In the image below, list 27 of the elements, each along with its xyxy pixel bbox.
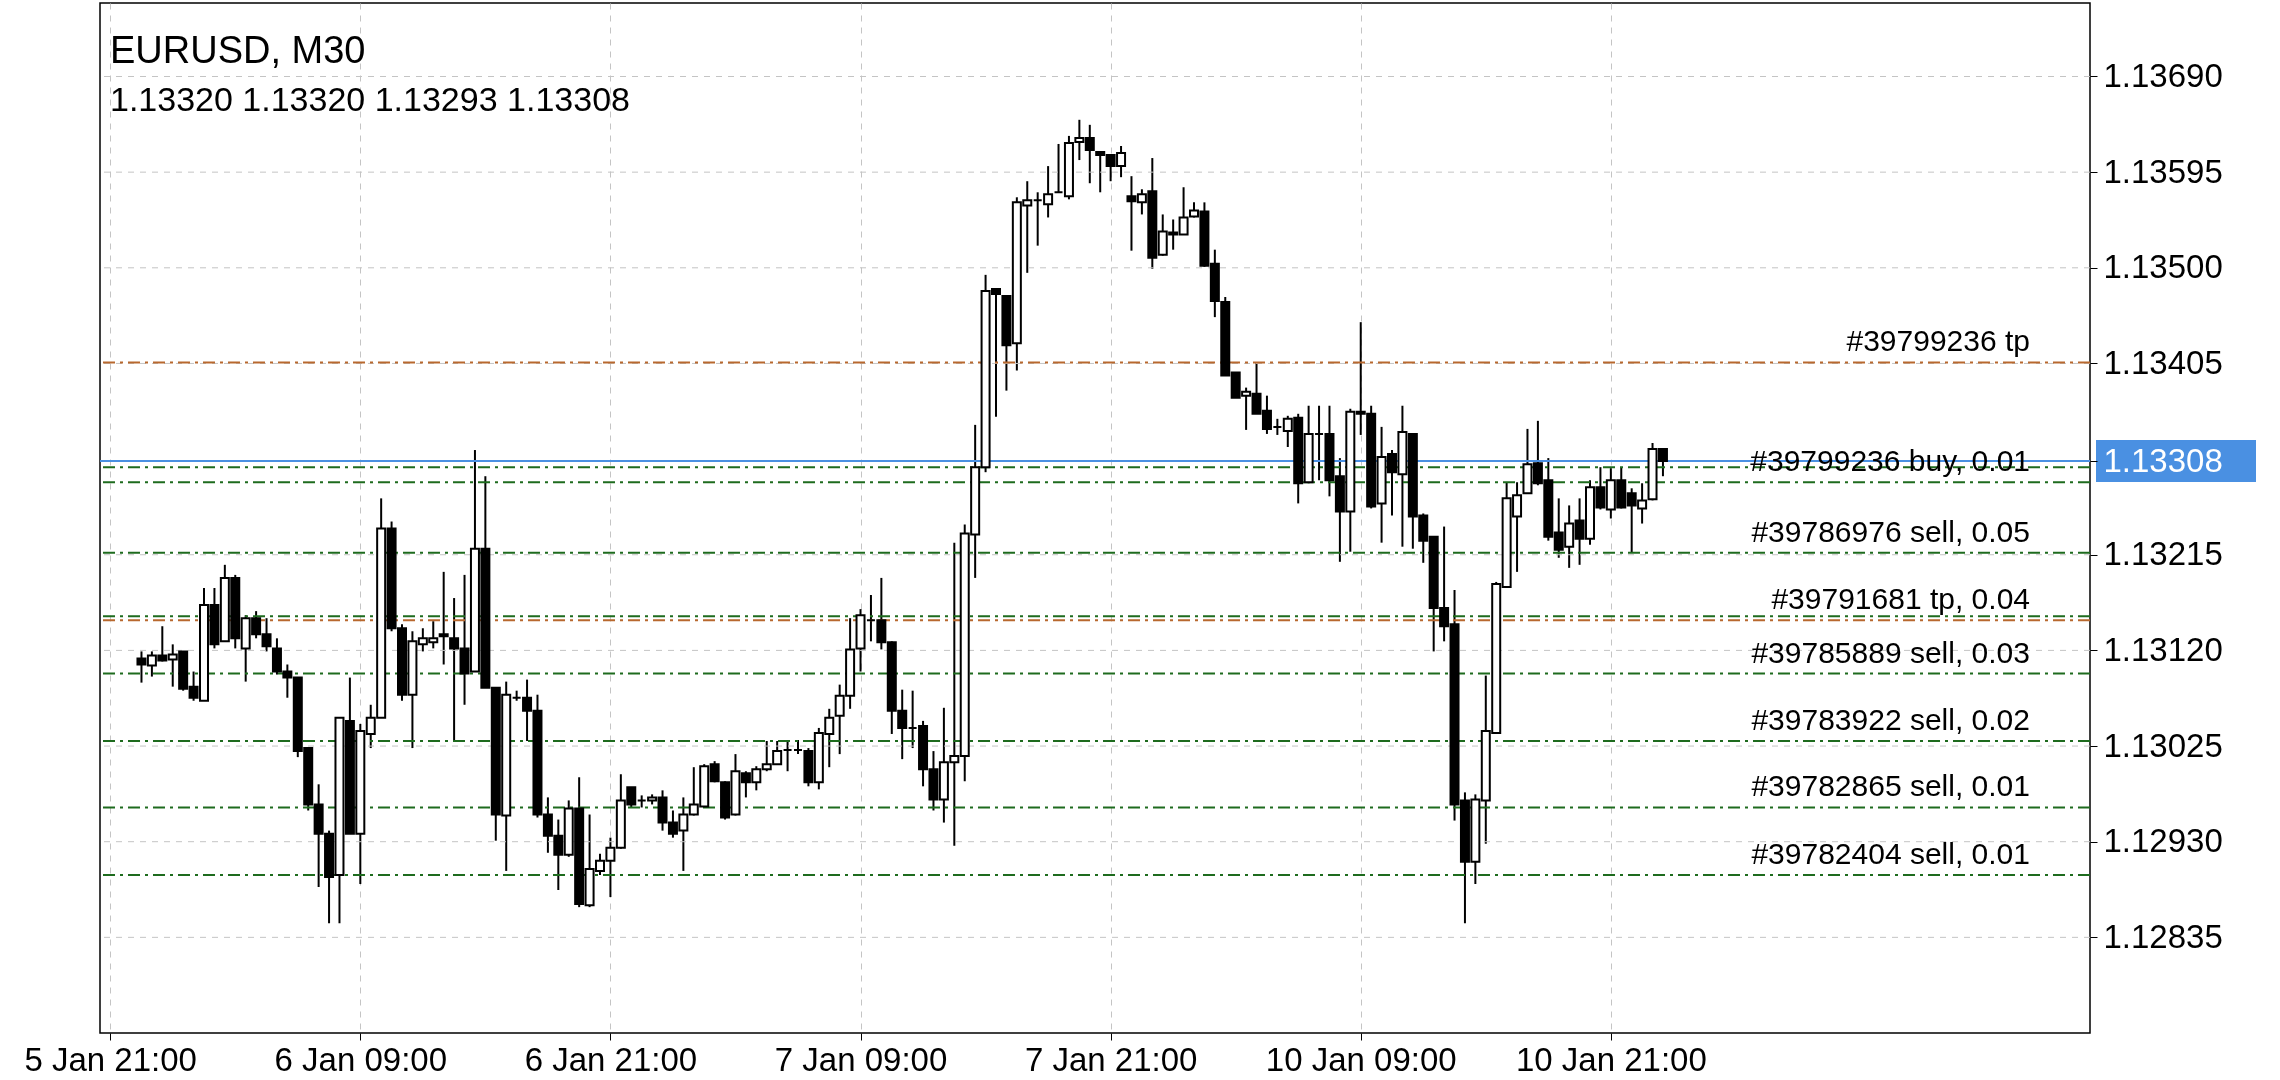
y-tick-label: 1.12930 [2103,822,2223,860]
x-tick-label: 10 Jan 21:00 [1515,1040,1707,1078]
x-tick-label: 6 Jan 09:00 [274,1040,448,1078]
x-tick-label: 7 Jan 21:00 [1024,1040,1198,1078]
ref-line-label: #39785889 sell, 0.03 [1751,635,2030,669]
text: 1.13320 1.13320 1.13293 1.13308 [110,80,630,118]
ref-line-label: #39782404 sell, 0.01 [1751,836,2030,870]
ref-line-label: #39783922 sell, 0.02 [1751,703,2030,737]
x-tick-label: 5 Jan 21:00 [24,1040,197,1078]
y-tick-label: 1.13025 [2103,726,2223,764]
y-tick-label: 1.13215 [2103,535,2223,573]
y-tick-label: 1.13308 [2103,441,2223,479]
y-tick-label: 1.12835 [2103,917,2223,955]
y-tick-label: 1.13120 [2103,630,2223,668]
ref-line-label: #39786976 sell, 0.05 [1751,514,2030,548]
y-tick-label: 1.13690 [2103,57,2223,94]
x-tick-label: 10 Jan 09:00 [1265,1040,1457,1078]
ref-line-label: #39791681 tp, 0.04 [1771,582,2030,616]
text: EURUSD, M30 [110,29,366,71]
ref-line-label: #39782865 sell, 0.01 [1751,769,2030,803]
x-tick-label: 6 Jan 21:00 [524,1040,698,1078]
y-tick-label: 1.13500 [2103,248,2223,286]
y-tick-label: 1.13405 [2103,343,2223,381]
x-tick-label: 7 Jan 09:00 [774,1040,948,1078]
y-tick-label: 1.13595 [2103,152,2223,190]
candlestick [438,570,449,666]
ref-line-label: #39799236 tp [1846,324,2030,358]
